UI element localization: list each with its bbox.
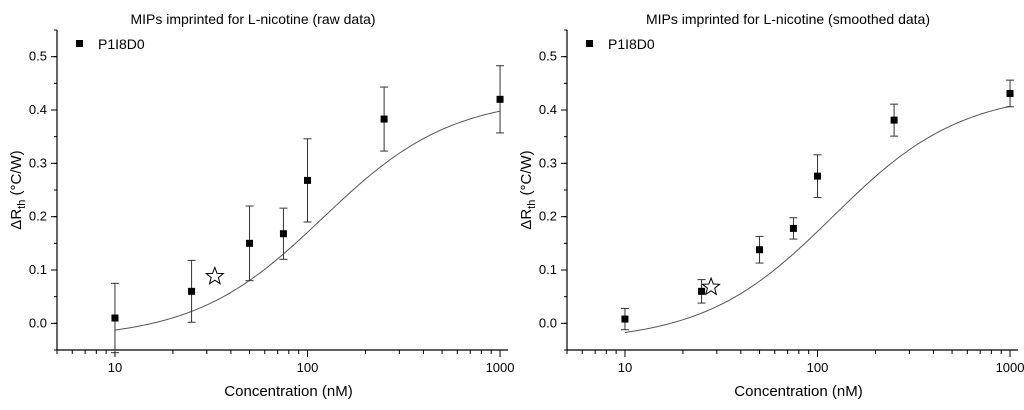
- data-point: [111, 314, 119, 322]
- y-tick-label: 0.5: [539, 49, 557, 64]
- y-tick-label: 0.3: [539, 155, 557, 170]
- y-axis-label-main: ΔR: [8, 209, 25, 230]
- y-tick-label: 0.5: [29, 49, 47, 64]
- x-tick-label: 100: [807, 360, 829, 375]
- y-tick-label: 0.0: [29, 315, 47, 330]
- legend-label: P1I8D0: [98, 36, 145, 52]
- data-point: [756, 246, 764, 254]
- fit-curve: [114, 110, 501, 331]
- data-point: [246, 239, 254, 247]
- star-marker: [701, 276, 721, 296]
- chart-title: MIPs imprinted for L-nicotine (raw data): [130, 11, 375, 27]
- y-axis-label-unit: (°C/W): [8, 150, 25, 199]
- fit-curve: [624, 105, 1011, 333]
- data-point: [303, 176, 311, 184]
- data-point: [380, 115, 388, 123]
- x-axis-label: Concentration (nM): [734, 383, 862, 400]
- data-point: [789, 224, 797, 232]
- y-tick-label: 0.1: [539, 262, 557, 277]
- x-axis-label: Concentration (nM): [224, 383, 352, 400]
- data-point: [1006, 89, 1014, 97]
- x-tick-label: 100: [297, 360, 319, 375]
- data-point: [621, 315, 629, 323]
- y-tick-label: 0.2: [29, 209, 47, 224]
- data-point: [813, 172, 821, 180]
- star-marker: [204, 265, 225, 285]
- data-point: [496, 95, 504, 103]
- y-axis-label-unit: (°C/W): [518, 150, 535, 199]
- data-point: [188, 287, 196, 295]
- chart-panel-2: MIPs imprinted for L-nicotine (smoothed …: [518, 11, 1024, 400]
- x-tick-label: 1000: [996, 360, 1024, 375]
- y-tick-label: 0.4: [539, 102, 557, 117]
- x-tick-label: 10: [108, 360, 122, 375]
- legend-marker: [76, 40, 83, 47]
- data-point: [279, 230, 287, 238]
- chart-panel-1: MIPs imprinted for L-nicotine (raw data)…: [8, 11, 514, 400]
- data-point: [890, 116, 898, 124]
- x-tick-label: 10: [618, 360, 632, 375]
- legend-marker: [586, 40, 593, 47]
- y-tick-label: 0.2: [539, 209, 557, 224]
- legend-label: P1I8D0: [608, 36, 655, 52]
- chart-title: MIPs imprinted for L-nicotine (smoothed …: [646, 11, 930, 27]
- y-tick-label: 0.4: [29, 102, 47, 117]
- y-axis-label: ΔRth (°C/W): [8, 150, 28, 229]
- y-tick-label: 0.1: [29, 262, 47, 277]
- y-axis-label-main: ΔR: [518, 209, 535, 230]
- y-tick-label: 0.3: [29, 155, 47, 170]
- data-point: [698, 287, 706, 295]
- y-axis-label-subscript: th: [16, 200, 28, 209]
- y-axis-label: ΔRth (°C/W): [518, 150, 538, 229]
- x-tick-label: 1000: [486, 360, 515, 375]
- y-tick-label: 0.0: [539, 315, 557, 330]
- y-axis-label-subscript: th: [526, 200, 538, 209]
